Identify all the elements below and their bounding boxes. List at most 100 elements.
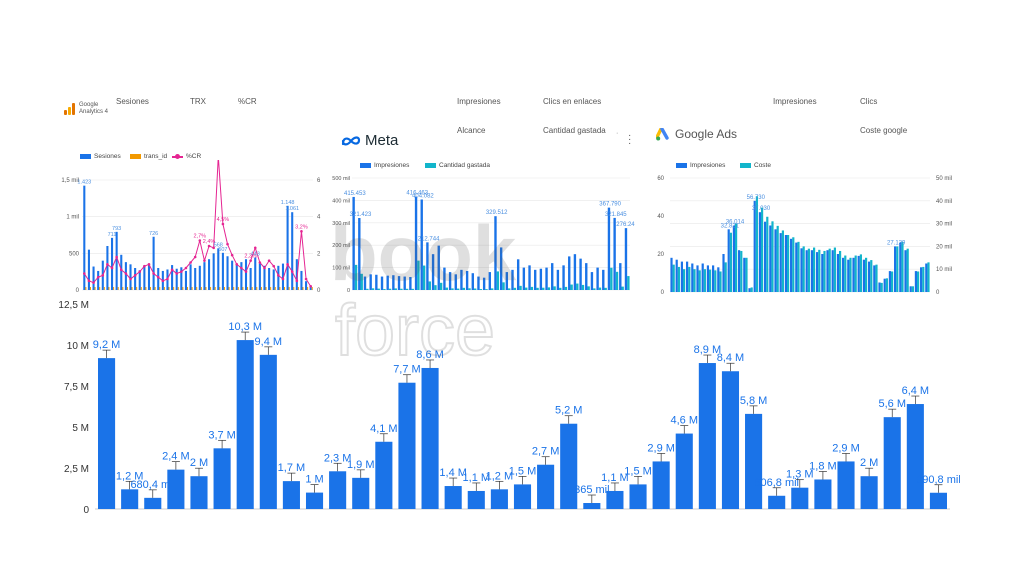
gads-coste-bar	[755, 196, 758, 292]
meta-y-tick: 400 mil	[332, 198, 350, 204]
ga-data-label: 568	[214, 242, 223, 248]
main-bar	[745, 413, 763, 509]
gads-coste-bar	[792, 237, 795, 292]
gads-coste-bar	[688, 266, 691, 292]
ga-trx-bar	[136, 287, 138, 290]
main-bar	[629, 484, 647, 509]
main-y-tick: 12,5 M	[58, 300, 89, 311]
ga-session-bar	[231, 260, 234, 290]
meta-y-tick: 500 mil	[332, 176, 350, 182]
meta-data-label: 367.790	[599, 202, 621, 208]
main-bar	[259, 354, 277, 509]
meta-impressions-bar	[545, 267, 548, 290]
ga-session-bar	[110, 237, 114, 290]
meta-data-label: 415.453	[344, 191, 366, 197]
gads-impressions-bar	[717, 267, 720, 292]
ga-cr-point	[170, 268, 174, 272]
meta-impressions-bar	[397, 276, 401, 290]
ga-session-bar	[171, 265, 174, 290]
meta-data-label: 404.082	[412, 193, 434, 199]
gads-coste-bar	[906, 248, 909, 292]
meta-data-label: 212.744	[418, 236, 440, 242]
meta-spend-bar	[587, 286, 590, 290]
ga-trx-bar	[99, 287, 101, 290]
main-data-label: 990,8 mil	[916, 474, 960, 486]
ga-session-bar	[268, 268, 271, 290]
gads-impressions-bar	[680, 261, 683, 292]
ga-cr-point	[152, 272, 155, 275]
ga-session-bar	[208, 259, 211, 290]
main-data-label: 806,8 mil	[754, 477, 799, 489]
main-bar	[814, 479, 832, 509]
gads-coste-bar	[901, 241, 904, 292]
ga-trx-bar	[103, 287, 105, 290]
gads-coste-bar	[771, 221, 774, 292]
main-y-tick: 7,5 M	[64, 382, 89, 393]
gads-coste-bar	[875, 264, 878, 292]
meta-spend-bar	[615, 271, 619, 290]
gads-coste-bar	[922, 266, 925, 292]
meta-spend-bar	[491, 288, 494, 290]
ga-trx-bar	[122, 287, 124, 290]
ga-trx-bar	[131, 287, 133, 290]
ga-trx-bar	[163, 287, 165, 290]
ga-cr-point	[281, 277, 285, 281]
gads-impressions-bar	[821, 254, 824, 292]
meta-spend-bar	[445, 287, 448, 290]
ga-trx-bar	[284, 287, 286, 290]
more-options-icon[interactable]: · · ·	[628, 130, 632, 149]
main-data-label: 2,9 M	[647, 442, 675, 454]
meta-spend-bar	[451, 288, 454, 290]
ga-session-bar	[157, 268, 160, 290]
ga-trx-bar	[256, 287, 258, 290]
meta-impressions-bar	[528, 265, 531, 290]
main-data-label: 7,7 M	[393, 364, 421, 376]
gads-impressions-bar	[732, 225, 735, 292]
gads-coste-bar	[735, 223, 738, 292]
gads-coste-bar	[807, 248, 810, 292]
gads-coste-bar	[745, 257, 748, 292]
main-data-label: 4,6 M	[670, 415, 698, 427]
main-bar	[768, 495, 786, 509]
gads-impressions-bar	[743, 257, 746, 292]
meta-data-label: 321.423	[350, 212, 372, 218]
ga-col-trx: TRX	[190, 97, 206, 106]
ga-session-bar	[226, 256, 229, 290]
ga-session-bar	[300, 270, 303, 290]
main-data-label: 1,3 M	[786, 469, 814, 481]
ga-data-label: 443	[251, 252, 260, 258]
meta-logo-text: Meta	[365, 132, 399, 149]
gads-coste-bar	[802, 246, 805, 292]
gads-legend-coste: Coste	[740, 162, 771, 169]
main-data-label: 1,5 M	[509, 465, 537, 477]
gads-data-label: 37.030	[752, 206, 771, 212]
meta-legend-gastada: Cantidad gastada	[425, 162, 490, 169]
ga-session-bar	[240, 262, 243, 290]
ga-trx-bar	[108, 287, 110, 290]
ga-cr-point	[138, 270, 142, 273]
gads-y-tick: 20	[657, 252, 664, 258]
meta-logo: Meta	[340, 132, 398, 149]
ga-trx-bar	[140, 287, 142, 290]
ga-trx-bar	[89, 287, 91, 290]
main-data-label: 2,3 M	[324, 452, 352, 464]
ga-session-bar	[203, 262, 206, 290]
ga-cr-point	[267, 259, 271, 262]
ga-data-label: 2,3%	[244, 254, 257, 260]
sort-mark: ·	[616, 130, 619, 137]
ga-trx-bar	[85, 287, 87, 290]
gads-coste-bar	[885, 278, 888, 292]
meta-spend-bar	[502, 282, 505, 290]
gads-impressions-bar	[800, 248, 803, 292]
ga-trx-bar	[177, 287, 179, 290]
gads-coste-bar	[766, 216, 769, 292]
main-bar	[282, 481, 300, 509]
gads-coste-bar	[693, 269, 696, 292]
ga-cr-point	[124, 272, 128, 275]
gads-coste-bar	[865, 257, 868, 292]
meta-spend-bar	[604, 287, 607, 290]
ga-cr-point	[175, 272, 179, 275]
ga-cr-point	[304, 277, 308, 281]
gads-impressions-bar	[701, 263, 704, 292]
meta-impressions-bar	[352, 196, 355, 290]
